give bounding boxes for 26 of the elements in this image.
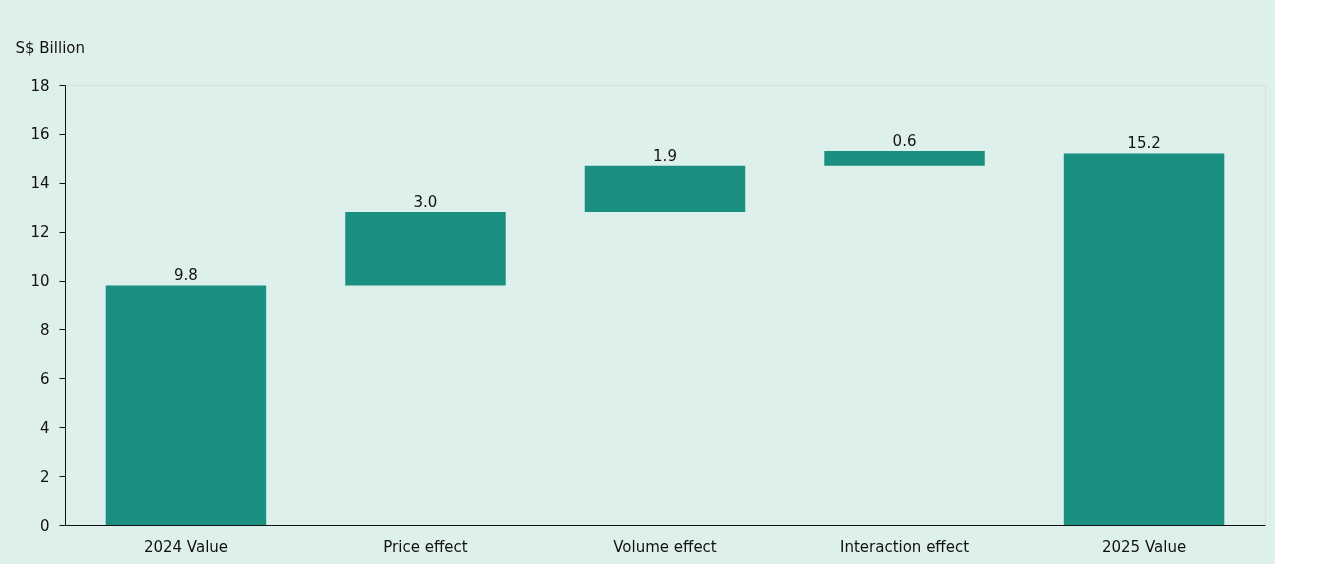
bar [584, 165, 746, 213]
y-tick-label: 16 [30, 125, 50, 144]
y-tick-label: 0 [39, 516, 50, 535]
y-tick-label: 10 [30, 272, 50, 291]
bar [345, 212, 506, 286]
x-tick-label: Interaction effect [839, 537, 970, 556]
bar [105, 285, 267, 525]
data-label: 15.2 [1127, 134, 1161, 153]
y-tick-label: 2 [39, 467, 50, 486]
data-label: 0.6 [892, 132, 917, 150]
y-axis-title: S$ Billion [15, 38, 85, 57]
y-tick-label: 18 [30, 76, 50, 95]
data-label: 9.8 [174, 266, 198, 285]
y-tick-label: 6 [39, 369, 50, 388]
x-tick-label: Volume effect [613, 537, 717, 556]
bar [824, 151, 985, 166]
x-tick-label: 2025 Value [1101, 537, 1187, 556]
y-tick-label: 12 [30, 223, 50, 242]
y-tick-label: 14 [30, 174, 50, 193]
data-label: 3.0 [413, 193, 438, 212]
bar [1063, 153, 1225, 525]
x-tick-label: Price effect [383, 537, 468, 556]
y-tick-label: 4 [39, 418, 50, 437]
data-label: 1.9 [653, 146, 677, 165]
y-tick-label: 8 [39, 320, 50, 339]
x-tick-label: 2024 Value [143, 537, 229, 556]
